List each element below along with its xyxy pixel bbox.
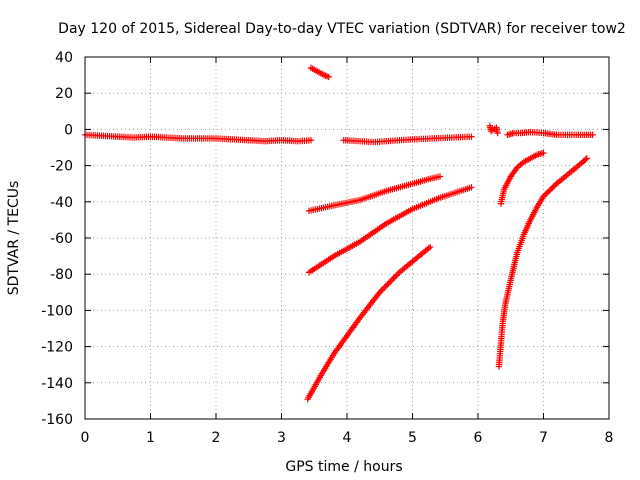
data-point — [322, 72, 329, 79]
data-point — [549, 184, 556, 192]
data-layer — [81, 64, 596, 403]
data-point — [551, 181, 559, 189]
y-tick-label: 20 — [55, 86, 73, 102]
data-point — [583, 155, 590, 162]
series-track-d — [305, 173, 444, 215]
data-point — [378, 287, 385, 294]
x-tick-label: 1 — [146, 430, 155, 446]
data-point — [582, 156, 589, 163]
y-axis-label: SDTVAR / TECUs — [6, 181, 22, 296]
y-tick-label: 40 — [55, 50, 73, 66]
data-point — [390, 275, 397, 282]
data-point — [546, 187, 553, 194]
x-tick-label: 5 — [408, 430, 417, 446]
data-point — [320, 71, 328, 79]
data-point — [550, 183, 557, 190]
grid — [85, 57, 609, 419]
x-tick-label: 6 — [474, 430, 483, 446]
x-tick-label: 8 — [605, 430, 614, 446]
data-point — [468, 133, 475, 140]
data-point — [425, 245, 432, 252]
x-tick-label: 3 — [277, 430, 286, 446]
series-track-f — [304, 243, 434, 403]
y-tick-label: -160 — [41, 412, 73, 428]
x-tick-labels: 0 1 2 3 4 5 6 7 8 — [81, 430, 614, 446]
data-point — [393, 272, 400, 279]
data-point — [394, 270, 402, 278]
data-point — [387, 278, 394, 285]
data-point — [384, 281, 391, 288]
series-track-e — [305, 184, 475, 276]
data-point — [589, 131, 596, 139]
y-tick-label: 0 — [64, 122, 73, 138]
data-point — [382, 282, 389, 290]
series-track-j — [495, 155, 590, 370]
data-point — [544, 188, 552, 196]
data-point — [379, 286, 386, 293]
data-point — [436, 173, 444, 180]
data-point — [323, 73, 331, 80]
data-point — [540, 149, 547, 157]
y-tick-labels: 40 20 0 -20 -40 -60 -80 -100 -120 -140 -160 — [41, 50, 73, 428]
x-axis-label: GPS time / hours — [285, 459, 402, 475]
y-tick-label: -40 — [50, 195, 73, 211]
data-point — [381, 284, 388, 291]
series-track-c — [340, 133, 475, 146]
ticks — [84, 56, 610, 420]
x-tick-label: 0 — [81, 430, 90, 446]
data-point — [385, 279, 393, 287]
data-point — [468, 184, 475, 191]
x-tick-label: 2 — [212, 430, 221, 446]
data-point — [547, 186, 554, 193]
series-track-b — [307, 64, 332, 81]
data-point — [388, 276, 396, 284]
data-point — [307, 137, 315, 144]
data-point — [543, 190, 550, 197]
y-tick-label: -120 — [41, 340, 73, 356]
series-track-g — [486, 122, 501, 137]
data-point — [540, 193, 547, 200]
y-tick-label: -60 — [50, 231, 73, 247]
y-tick-label: -100 — [41, 303, 73, 319]
series-track-h — [497, 149, 547, 207]
data-point — [391, 273, 399, 281]
data-point — [494, 129, 501, 137]
y-tick-label: -140 — [41, 376, 73, 392]
x-tick-label: 4 — [343, 430, 352, 446]
y-tick-label: -80 — [50, 267, 73, 283]
y-tick-label: -20 — [50, 159, 73, 175]
x-tick-label: 7 — [539, 430, 548, 446]
chart-title: Day 120 of 2015, Sidereal Day-to-day VTE… — [58, 21, 626, 37]
data-point — [376, 289, 383, 296]
series-track-a — [81, 131, 315, 145]
data-point — [426, 243, 434, 251]
series-track-i — [504, 128, 596, 139]
data-point — [541, 191, 549, 199]
data-point — [325, 73, 332, 81]
